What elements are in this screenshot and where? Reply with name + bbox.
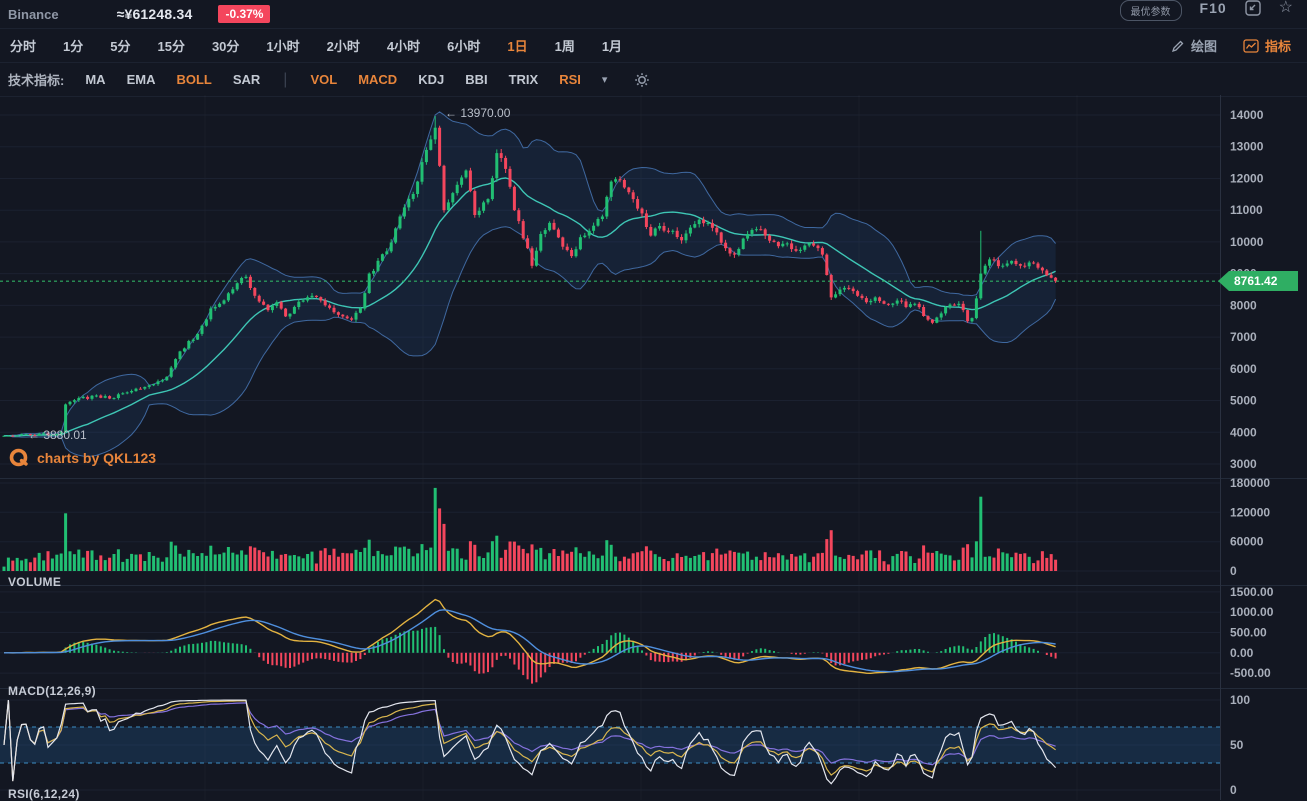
- draw-tool-label: 绘图: [1190, 39, 1217, 54]
- watermark-text: charts by QKL123: [37, 449, 157, 466]
- indicator-sar[interactable]: SAR: [232, 72, 261, 87]
- svg-text:12000: 12000: [1230, 172, 1264, 186]
- svg-text:5000: 5000: [1230, 394, 1257, 408]
- svg-text:500.00: 500.00: [1230, 626, 1267, 640]
- timeframe-tab[interactable]: 4小时: [386, 39, 421, 54]
- svg-text:11000: 11000: [1230, 203, 1263, 217]
- indicator-kdj[interactable]: KDJ: [418, 72, 445, 87]
- panel-label-volume: VOLUME: [8, 575, 62, 589]
- line-chart-icon: [1243, 38, 1259, 53]
- indicator-ma[interactable]: MA: [85, 72, 106, 87]
- svg-text:100: 100: [1230, 693, 1250, 707]
- timeframe-tab[interactable]: 1分: [63, 39, 84, 54]
- timeframe-tab[interactable]: 1周: [554, 39, 575, 54]
- converted-price: ≈¥61248.34: [116, 6, 193, 22]
- indicator-trix[interactable]: TRIX: [508, 72, 539, 87]
- timeframe-tab[interactable]: 30分: [211, 39, 240, 54]
- svg-text:13000: 13000: [1230, 140, 1264, 154]
- svg-text:50: 50: [1230, 738, 1244, 752]
- candlestick-chart-canvas[interactable]: 1400013000120001100010000900080007000600…: [0, 95, 1307, 800]
- chevron-down-icon[interactable]: ▾: [601, 74, 608, 86]
- svg-text:3000: 3000: [1230, 457, 1257, 471]
- svg-text:4000: 4000: [1230, 425, 1257, 439]
- svg-text:0: 0: [1230, 564, 1237, 578]
- indicators-tool-button[interactable]: 指标: [1243, 36, 1291, 55]
- timeframe-tab-active[interactable]: 1日: [507, 39, 528, 54]
- price-axis[interactable]: [1220, 95, 1307, 800]
- timeframe-tab[interactable]: 15分: [157, 39, 185, 54]
- draw-tool-button[interactable]: 绘图: [1171, 36, 1217, 55]
- indicator-vol[interactable]: VOL: [310, 72, 338, 87]
- f10-button[interactable]: F10: [1199, 0, 1227, 16]
- svg-text:6000: 6000: [1230, 362, 1257, 376]
- low-price-annotation: ← 3880.01: [28, 428, 87, 442]
- svg-text:1000.00: 1000.00: [1230, 605, 1274, 619]
- indicator-bar-label: 技术指标:: [8, 73, 65, 88]
- panel-label-macd: MACD(12,26,9): [8, 684, 96, 698]
- timeframe-tab[interactable]: 5分: [110, 39, 131, 54]
- timeframe-tab[interactable]: 1月: [601, 39, 623, 54]
- timeframe-tabs: 分时 1分 5分 15分 30分 1小时 2小时 4小时 6小时 1日 1周 1…: [10, 36, 622, 55]
- indicator-bbi[interactable]: BBI: [465, 72, 488, 87]
- svg-text:60000: 60000: [1230, 535, 1264, 549]
- panel-label-rsi: RSI(6,12,24): [8, 787, 80, 801]
- indicators-tool-label: 指标: [1264, 39, 1291, 54]
- settings-gear-icon[interactable]: [634, 72, 650, 88]
- header: Binance ≈¥61248.34 -0.37% 最优参数 F10 ☆: [0, 0, 1307, 29]
- svg-text:10000: 10000: [1230, 235, 1264, 249]
- divider: |: [283, 70, 288, 88]
- indicator-macd[interactable]: MACD: [358, 72, 398, 87]
- svg-text:14000: 14000: [1230, 108, 1264, 122]
- favorite-star-icon[interactable]: ☆: [1278, 0, 1293, 16]
- optimal-params-button[interactable]: 最优参数: [1119, 0, 1182, 21]
- indicator-boll[interactable]: BOLL: [176, 72, 212, 87]
- svg-text:180000: 180000: [1230, 476, 1270, 490]
- chart-region: 1400013000120001100010000900080007000600…: [0, 95, 1307, 800]
- svg-text:0: 0: [1230, 783, 1237, 797]
- current-price-badge: 8761.42: [1218, 271, 1298, 291]
- timeframe-bar: 分时 1分 5分 15分 30分 1小时 2小时 4小时 6小时 1日 1周 1…: [0, 29, 1307, 63]
- indicator-rsi[interactable]: RSI: [559, 72, 581, 87]
- svg-text:120000: 120000: [1230, 505, 1270, 519]
- screenshot-icon[interactable]: [1244, 0, 1261, 16]
- indicator-ema[interactable]: EMA: [126, 72, 156, 87]
- qkl123-logo-icon: [9, 448, 28, 467]
- svg-text:8000: 8000: [1230, 298, 1257, 312]
- indicator-bar: 技术指标: MA EMA BOLL SAR | VOL MACD KDJ BBI…: [0, 63, 1307, 97]
- timeframe-tab[interactable]: 6小时: [447, 39, 481, 54]
- svg-text:7000: 7000: [1230, 330, 1257, 344]
- change-badge: -0.37%: [218, 5, 271, 23]
- high-price-annotation: ← 13970.00: [445, 106, 511, 120]
- exchange-name: Binance: [8, 6, 59, 22]
- timeframe-tab[interactable]: 1小时: [266, 39, 300, 54]
- svg-text:1500.00: 1500.00: [1230, 585, 1274, 599]
- pencil-icon: [1171, 40, 1184, 52]
- svg-text:0.00: 0.00: [1230, 646, 1254, 660]
- timeframe-tab[interactable]: 分时: [10, 39, 37, 54]
- svg-text:-500.00: -500.00: [1230, 666, 1271, 680]
- watermark: charts by QKL123: [8, 447, 156, 468]
- timeframe-tab[interactable]: 2小时: [326, 39, 360, 54]
